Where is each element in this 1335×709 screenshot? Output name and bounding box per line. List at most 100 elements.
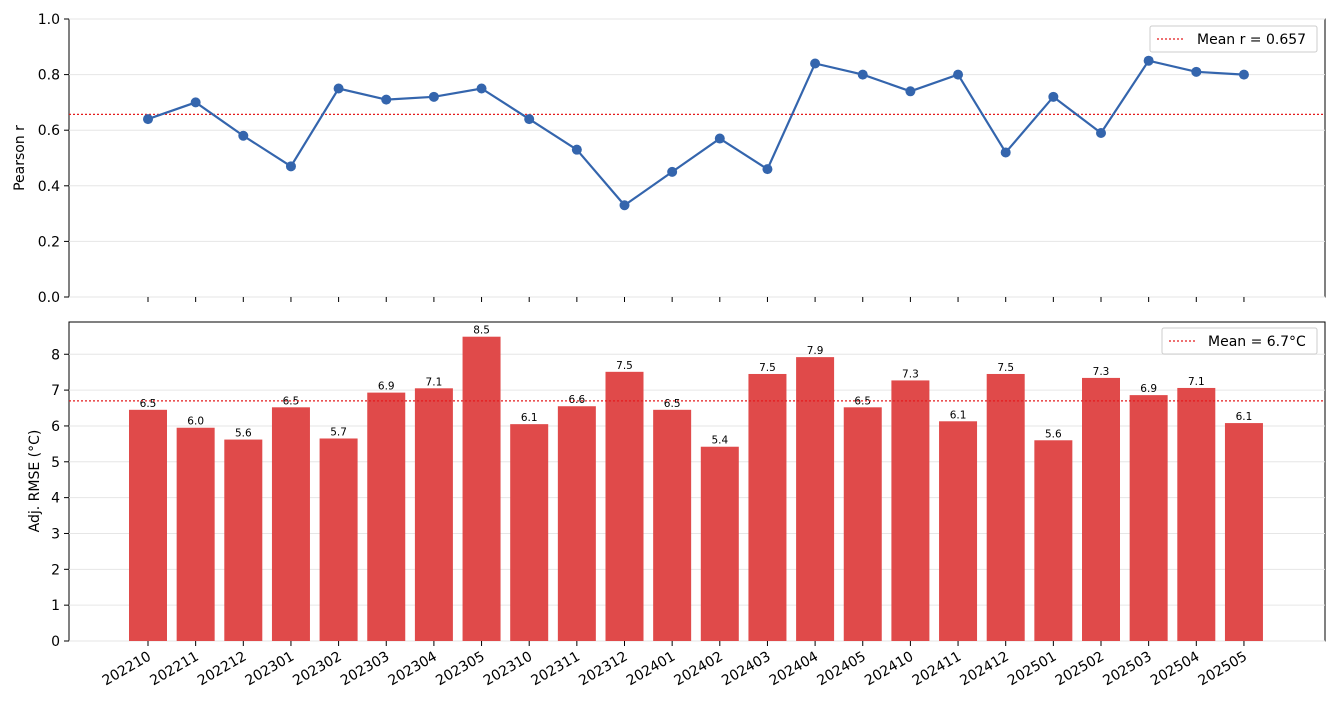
pearson-y-tick-label: 0.6 [38, 123, 60, 139]
rmse-x-tick-label: 202310 [481, 649, 535, 690]
rmse-y-tick-label: 1 [51, 598, 60, 614]
rmse-y-tick-label: 4 [51, 491, 60, 507]
rmse-bar-value-label: 7.1 [426, 376, 443, 388]
rmse-x-tick-label: 202305 [433, 649, 487, 690]
rmse-bar-value-label: 6.5 [140, 398, 157, 410]
rmse-bar [557, 406, 596, 641]
rmse-y-tick-label: 7 [51, 383, 60, 399]
rmse-y-tick-label: 0 [51, 634, 60, 650]
rmse-bar [986, 373, 1025, 641]
pearson-point [476, 83, 487, 94]
rmse-bar [510, 424, 549, 641]
rmse-bar-value-label: 7.5 [616, 360, 633, 372]
pearson-point [143, 114, 153, 125]
rmse-bar [748, 373, 787, 641]
pearson-grid [69, 18, 1325, 298]
pearson-legend-label: Mean r = 0.657 [1197, 32, 1306, 48]
rmse-bar-value-label: 7.5 [759, 362, 776, 374]
rmse-bar [129, 409, 167, 641]
rmse-x-tick-label: 202301 [243, 649, 297, 690]
pearson-point [1000, 147, 1011, 158]
pearson-point [905, 86, 916, 97]
pearson-series-line [147, 59, 1245, 207]
rmse-bar [1034, 440, 1073, 641]
rmse-x-tick-label: 202404 [767, 649, 821, 690]
rmse-x-tick-label: 202211 [147, 649, 201, 690]
rmse-x-tick-label: 202212 [195, 649, 249, 690]
rmse-legend-box [1161, 327, 1318, 355]
rmse-x-tick-label: 202401 [624, 649, 678, 690]
rmse-bar-value-label: 5.6 [1045, 428, 1062, 440]
rmse-x-tick-label: 202410 [862, 649, 916, 690]
rmse-bar [796, 357, 835, 641]
rmse-bar-value-label: 6.5 [664, 398, 681, 410]
pearson-point [285, 161, 296, 172]
pearson-point [571, 144, 582, 155]
rmse-bar-value-label: 6.0 [187, 416, 204, 428]
rmse-bar [271, 407, 310, 641]
rmse-bar-value-label: 6.1 [521, 412, 538, 424]
rmse-bar [653, 409, 692, 641]
rmse-bar [700, 446, 739, 641]
rmse-x-tick-label: 202502 [1053, 649, 1107, 690]
rmse-x-tick-label: 202312 [576, 649, 630, 690]
rmse-bar [1082, 377, 1120, 641]
rmse-x-tick-label: 202503 [1100, 649, 1154, 690]
rmse-bar [1129, 395, 1168, 641]
rmse-x-tick-label: 202505 [1196, 649, 1250, 690]
rmse-y-tick-label: 3 [51, 526, 60, 542]
rmse-data-labels: 6.56.05.66.55.76.9 7.18.56.16.67.56.55.47… [140, 325, 1253, 447]
rmse-x-ticks: 2022102022112022122023012023022023032023… [100, 641, 1250, 689]
pearson-point [857, 69, 868, 80]
rmse-x-tick-label: 202411 [910, 649, 964, 690]
rmse-bar-value-label: 5.4 [711, 435, 728, 447]
pearson-y-tick-label: 0.2 [38, 234, 60, 250]
rmse-bar-value-label: 5.6 [235, 428, 252, 440]
rmse-bar [414, 388, 453, 641]
pearson-y-tick-label: 1.0 [38, 12, 60, 28]
pearson-point [524, 114, 535, 125]
pearson-legend-box [1149, 25, 1318, 53]
rmse-y-tick-label: 5 [51, 455, 60, 471]
pearson-point [1238, 69, 1249, 80]
rmse-bar-value-label: 5.7 [330, 426, 347, 438]
rmse-bar [367, 392, 406, 641]
pearson-point [619, 200, 630, 211]
rmse-bar [605, 371, 644, 641]
rmse-bar [462, 336, 501, 641]
rmse-x-tick-label: 202412 [957, 649, 1011, 690]
pearson-panel: 0.0 0.2 0.4 0.6 0.8 1.0 Pearson r Mean r = 0.… [12, 12, 1326, 306]
pearson-point [428, 91, 439, 102]
rmse-bar-value-label: 7.5 [997, 362, 1014, 374]
pearson-point [762, 164, 773, 175]
rmse-bar-value-label: 6.9 [378, 381, 395, 393]
pearson-y-tick-label: 0.0 [38, 290, 60, 306]
rmse-bar [1177, 387, 1216, 641]
pearson-point [1048, 91, 1059, 102]
pearson-point [1096, 127, 1106, 138]
rmse-bar-value-label: 6.1 [950, 409, 967, 421]
rmse-bars [129, 336, 1263, 641]
pearson-point [333, 83, 344, 94]
rmse-bar [224, 439, 263, 641]
pearson-point [667, 166, 678, 177]
pearson-point [1143, 55, 1154, 66]
rmse-bar-value-label: 8.5 [473, 325, 490, 337]
pearson-x-ticks [147, 297, 1245, 302]
pearson-point [238, 130, 249, 141]
rmse-x-tick-label: 202311 [529, 649, 583, 690]
pearson-point [953, 69, 964, 80]
rmse-y-ticks: 0 1 2 3 4 5 6 7 8 [51, 347, 69, 650]
rmse-bar [319, 438, 358, 641]
rmse-x-tick-label: 202403 [719, 649, 773, 690]
rmse-x-tick-label: 202304 [386, 649, 440, 690]
pearson-point [810, 58, 821, 69]
pearson-point [381, 94, 392, 105]
rmse-bar-value-label: 6.9 [1140, 383, 1157, 395]
pearson-point [714, 133, 725, 144]
pearson-point [190, 97, 201, 108]
rmse-bar-value-label: 7.3 [1093, 366, 1110, 378]
rmse-y-tick-label: 8 [51, 347, 60, 363]
